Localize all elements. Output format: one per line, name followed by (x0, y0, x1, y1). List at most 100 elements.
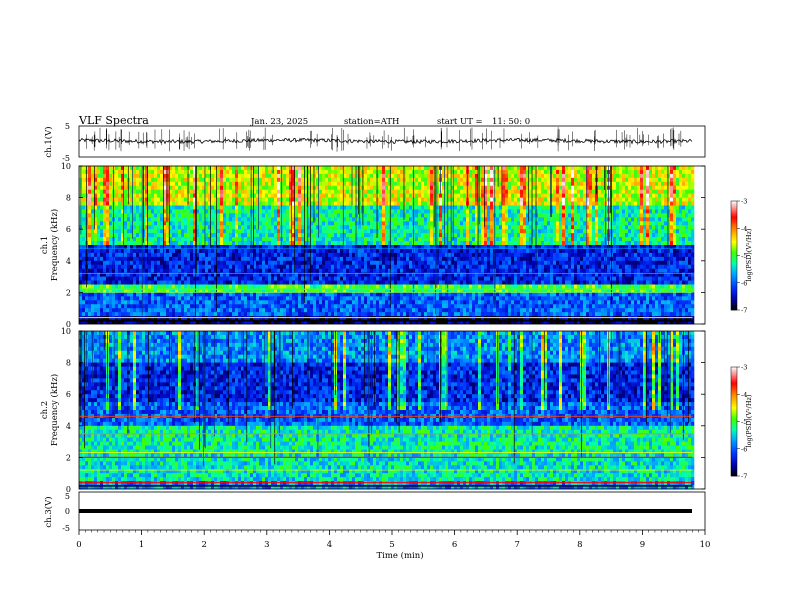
spectrogram-cell (259, 252, 263, 258)
spectrogram-cell (295, 173, 299, 179)
spectrogram-cell (196, 185, 200, 190)
spectrogram-cell (220, 166, 224, 171)
spectrogram-cell (235, 296, 239, 301)
spectrogram-cell (256, 201, 260, 206)
spectrogram-cell (220, 248, 224, 254)
spectrogram-cell (217, 205, 221, 210)
spectrogram-cell (226, 233, 230, 238)
spectrogram-cell (199, 189, 203, 194)
spectrogram-cell (178, 209, 182, 214)
spectrogram-cell (172, 292, 176, 297)
spectrogram-cell (331, 300, 335, 305)
spectrogram-cell (139, 252, 143, 258)
spectrogram-cell (400, 276, 404, 281)
spectrogram-cell (439, 272, 443, 277)
spectrogram-cell (370, 181, 374, 187)
spectrogram-cell (193, 201, 197, 206)
spectrogram-cell (400, 181, 404, 187)
spectrogram-cell (385, 272, 389, 277)
spectrogram-cell (124, 308, 128, 313)
spectrogram-cell (289, 276, 293, 281)
spectrogram-cell (199, 201, 203, 206)
spectrogram-cell (118, 225, 122, 230)
spectrogram-cell (397, 201, 401, 206)
spectrogram-cell (427, 185, 431, 190)
spectrogram-cell (355, 173, 359, 179)
spectrogram-cell (304, 205, 308, 210)
spectrogram-cell (103, 272, 107, 277)
spectrogram-cell (439, 248, 443, 254)
spectrogram-cell (196, 217, 200, 222)
spectrogram-cell (403, 185, 407, 190)
spectrogram-cell (274, 268, 278, 273)
spectrogram-cell (94, 312, 98, 317)
spectrogram-cell (160, 245, 164, 250)
spectrogram-cell (133, 300, 137, 305)
spectrogram-cell (88, 296, 92, 301)
spectrogram-cell (139, 217, 143, 222)
spectrogram-cell (187, 229, 191, 234)
spectrogram-cell (352, 225, 356, 230)
spectrogram-cell (184, 217, 188, 222)
spectrogram-cell (166, 248, 170, 254)
spectrogram-cell (268, 248, 272, 254)
spectrogram-cell (271, 193, 275, 198)
spectrogram-cell (193, 316, 197, 321)
spectrogram-cell (205, 209, 209, 214)
spectrogram-cell (115, 272, 119, 277)
spectrogram-cell (379, 252, 383, 258)
spectrogram-cell (205, 177, 209, 183)
spectrogram-cell (181, 225, 185, 230)
spectrogram-cell (97, 213, 101, 218)
spectrogram-cell (244, 173, 248, 179)
spectrogram-cell (253, 280, 257, 285)
spectrogram-cell (169, 316, 173, 321)
spectrogram-cell (265, 201, 269, 206)
spectrogram-cell (403, 181, 407, 187)
spectrogram-cell (397, 308, 401, 313)
spectrogram-cell (106, 166, 110, 171)
spectrogram-cell (199, 166, 203, 171)
spectrogram-cell (382, 245, 386, 250)
spectrogram-cell (169, 276, 173, 281)
spectrogram-cell (214, 272, 218, 277)
spectrogram-cell (310, 197, 314, 202)
spectrogram-cell (94, 225, 98, 230)
spectrogram-cell (157, 320, 161, 325)
spectrogram-cell (262, 197, 266, 202)
spectrogram-cell (235, 316, 239, 321)
spectrogram-cell (340, 241, 344, 246)
spectrogram-cell (103, 256, 107, 262)
spectrogram-cell (235, 304, 239, 309)
spectrogram-cell (187, 185, 191, 190)
spectrogram-cell (127, 185, 131, 190)
spectrogram-cell (391, 304, 395, 309)
spectrogram-cell (355, 217, 359, 222)
spectrogram-cell (145, 193, 149, 198)
spectrogram-cell (157, 189, 161, 194)
spectrogram-cell (223, 300, 227, 305)
spectrogram-cell (259, 276, 263, 281)
spectrogram-cell (394, 272, 398, 277)
spectrogram-cell (88, 292, 92, 297)
spectrogram-cell (214, 181, 218, 187)
spectrogram-cell (427, 264, 431, 269)
spectrogram-cell (121, 205, 125, 210)
spectrogram-cell (229, 197, 233, 202)
spectrogram-cell (253, 166, 257, 171)
spectrogram-cell (196, 256, 200, 262)
spectrogram-cell (322, 320, 326, 325)
spectrogram-cell (226, 304, 230, 309)
spectrogram-cell (370, 320, 374, 325)
spectrogram-cell (307, 304, 311, 309)
spectrogram-cell (106, 173, 110, 179)
spectrogram-cell (229, 296, 233, 301)
spectrogram-cell (277, 300, 281, 305)
spectrogram-cell (337, 193, 341, 198)
spectrogram-cell (190, 276, 194, 281)
spectrogram-cell (100, 193, 104, 198)
spectrogram-cell (268, 292, 272, 297)
spectrogram-cell (229, 209, 233, 214)
spectrogram-cell (103, 280, 107, 285)
spectrogram-cell (112, 312, 116, 317)
